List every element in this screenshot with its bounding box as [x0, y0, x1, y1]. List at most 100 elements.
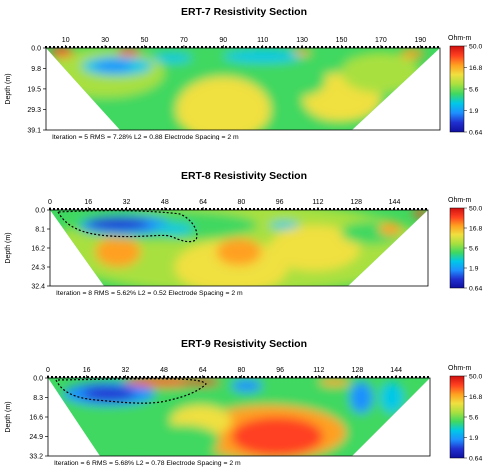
electrode-marker — [397, 46, 399, 48]
electrode-marker — [227, 376, 229, 378]
electrode-marker — [81, 46, 83, 48]
electrode-marker — [259, 376, 261, 378]
electrode-marker — [285, 46, 287, 48]
electrode-marker — [337, 46, 339, 48]
x-tick-label: 70 — [180, 37, 188, 44]
electrode-marker — [423, 376, 425, 378]
resistivity-zone — [155, 223, 194, 235]
x-tick-label: 110 — [257, 37, 268, 44]
electrode-marker — [403, 376, 405, 378]
electrode-marker — [53, 208, 55, 210]
electrode-marker — [341, 46, 343, 48]
electrode-marker — [347, 376, 349, 378]
panel-3-title: ERT-9 Resistivity Section — [180, 338, 308, 350]
electrode-marker — [149, 208, 151, 210]
electrode-marker — [325, 208, 327, 210]
electrode-marker — [151, 376, 153, 378]
y-tick-label: 29.3 — [27, 107, 41, 114]
y-tick-label: 0.0 — [35, 208, 45, 215]
colorbar-label: 16.8 — [469, 65, 482, 72]
electrode-marker — [201, 46, 203, 48]
electrode-marker — [85, 46, 87, 48]
electrode-marker — [49, 46, 51, 48]
electrode-marker — [263, 376, 265, 378]
inversion-stats: Iteration = 8 RMS = 5.62% L2 = 0.52 Elec… — [56, 290, 243, 297]
x-tick-label: 80 — [237, 199, 245, 206]
x-tick-label: 48 — [160, 367, 168, 374]
resistivity-zone — [400, 48, 425, 59]
resistivity-zone — [95, 236, 141, 267]
electrode-marker — [107, 376, 109, 378]
x-tick-label: 64 — [199, 199, 207, 206]
electrode-marker — [141, 208, 143, 210]
electrode-marker — [429, 46, 431, 48]
electrode-marker — [235, 376, 237, 378]
electrode-marker — [353, 46, 355, 48]
x-tick-label: 90 — [219, 37, 227, 44]
electrode-marker — [117, 208, 119, 210]
colorbar-label: 50.0 — [469, 374, 482, 381]
electrode-marker — [225, 208, 227, 210]
electrode-marker — [149, 46, 151, 48]
electrode-marker — [71, 376, 73, 378]
electrode-marker — [153, 46, 155, 48]
electrode-marker — [99, 376, 101, 378]
electrode-marker — [63, 376, 65, 378]
electrode-marker — [233, 46, 235, 48]
electrode-marker — [187, 376, 189, 378]
colorbar — [449, 207, 465, 289]
x-tick-label: 144 — [390, 367, 402, 374]
electrode-marker — [381, 46, 383, 48]
electrode-marker — [69, 208, 71, 210]
electrode-marker — [83, 376, 85, 378]
resistivity-zone — [269, 221, 300, 229]
electrode-marker — [409, 46, 411, 48]
electrode-marker — [289, 208, 291, 210]
electrode-marker — [421, 208, 423, 210]
resistivity-zone — [216, 238, 262, 266]
x-tick-label: 32 — [121, 367, 129, 374]
electrode-marker — [419, 376, 421, 378]
electrode-marker — [123, 376, 125, 378]
electrode-marker — [389, 208, 391, 210]
panel-1-title: ERT-7 Resistivity Section — [180, 6, 308, 18]
electrode-marker — [93, 46, 95, 48]
colorbar — [449, 375, 465, 459]
colorbar-label: 50.0 — [469, 206, 482, 213]
electrode-marker — [191, 376, 193, 378]
x-tick-label: 96 — [276, 367, 284, 374]
electrode-marker — [343, 376, 345, 378]
electrode-marker — [433, 46, 435, 48]
electrode-marker — [91, 376, 93, 378]
electrode-marker — [121, 208, 123, 210]
electrode-marker — [369, 46, 371, 48]
electrode-marker — [373, 208, 375, 210]
y-tick-label: 8.1 — [35, 227, 45, 234]
electrode-marker — [329, 208, 331, 210]
resistivity-zone — [124, 378, 201, 387]
electrode-marker — [247, 376, 249, 378]
electrode-marker — [367, 376, 369, 378]
resistivity-zone — [269, 225, 360, 271]
electrode-marker — [215, 376, 217, 378]
resistivity-zone — [319, 378, 350, 386]
resistivity-zone — [262, 64, 326, 98]
electrode-marker — [345, 46, 347, 48]
electrode-marker — [405, 208, 407, 210]
electrode-marker — [189, 46, 191, 48]
y-tick-label: 0.0 — [31, 46, 41, 53]
electrode-marker — [217, 208, 219, 210]
electrode-marker — [73, 46, 75, 48]
electrode-marker — [359, 376, 361, 378]
ert-8-section-chart: 0 16 32 48 64 80 96 112 128 144 0.0 8.1 16.2 24.3 32.4… — [5, 197, 482, 297]
electrode-marker — [257, 208, 259, 210]
electrode-marker — [393, 46, 395, 48]
x-tick-label: 130 — [296, 37, 308, 44]
electrode-marker — [65, 208, 67, 210]
electrode-marker — [103, 376, 105, 378]
electrode-marker — [101, 46, 103, 48]
electrode-marker — [371, 376, 373, 378]
electrode-marker — [351, 376, 353, 378]
electrode-marker — [159, 376, 161, 378]
electrode-marker — [349, 208, 351, 210]
